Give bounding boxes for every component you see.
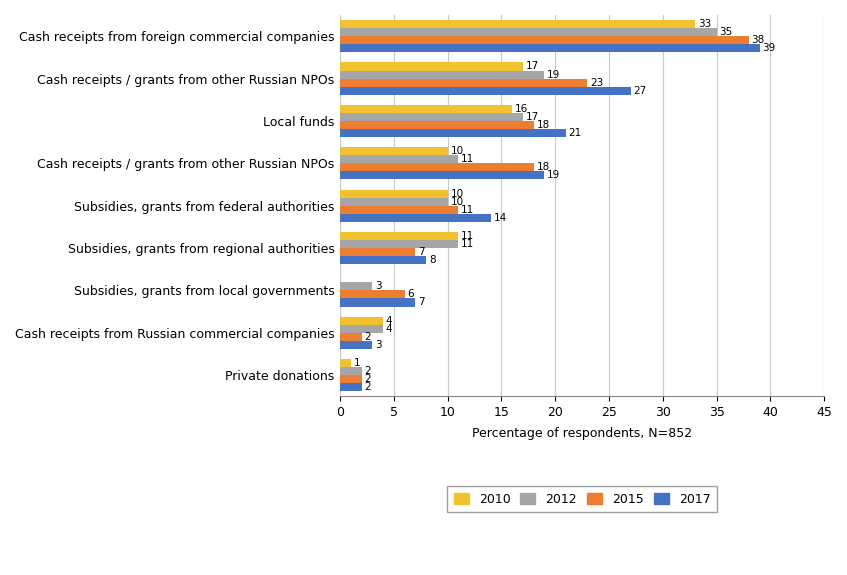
Bar [340,87,630,95]
Text: 35: 35 [719,27,733,37]
Text: 11: 11 [461,239,474,249]
Bar [340,71,545,79]
Text: 2: 2 [364,374,371,384]
Bar [340,105,512,113]
Text: 27: 27 [634,86,646,95]
Text: 10: 10 [451,146,463,156]
Text: 2: 2 [364,332,371,342]
Bar [340,359,351,367]
Text: 19: 19 [547,170,561,181]
Text: 19: 19 [547,70,561,79]
Bar [340,79,588,87]
Bar [340,341,373,349]
Bar [340,190,448,198]
Text: 14: 14 [494,213,507,223]
Bar [340,232,458,240]
Bar [340,171,545,179]
Bar [340,20,695,28]
Bar [340,248,415,256]
Text: 10: 10 [451,189,463,198]
Bar [340,121,534,129]
Text: 11: 11 [461,205,474,214]
Text: 10: 10 [451,197,463,206]
Text: 11: 11 [461,231,474,241]
Bar [340,44,760,52]
Bar [340,383,362,391]
Bar [340,256,426,264]
Text: 18: 18 [536,120,550,130]
Text: 11: 11 [461,154,474,164]
Text: 38: 38 [751,35,765,45]
Text: 7: 7 [418,297,424,308]
Text: 18: 18 [536,162,550,172]
Bar [340,298,415,306]
Text: 6: 6 [407,289,414,300]
Bar [340,240,458,248]
Text: 8: 8 [429,255,435,265]
Text: 17: 17 [526,112,539,122]
Bar [340,147,448,155]
Bar [340,63,523,71]
Bar [340,367,362,375]
Bar [340,163,534,171]
Text: 3: 3 [375,340,382,350]
Text: 4: 4 [386,324,392,334]
Text: 17: 17 [526,62,539,71]
Text: 23: 23 [590,78,603,87]
Bar [340,282,373,290]
Bar [340,36,749,44]
Text: 3: 3 [375,281,382,292]
Text: 16: 16 [515,104,529,114]
Bar [340,113,523,121]
Text: 1: 1 [353,358,360,368]
Bar [340,206,458,214]
Bar [340,129,566,137]
Bar [340,333,362,341]
Bar [340,375,362,383]
Legend: 2010, 2012, 2015, 2017: 2010, 2012, 2015, 2017 [447,486,717,512]
Text: 33: 33 [698,19,711,29]
Text: 7: 7 [418,247,424,257]
Bar [340,325,383,333]
Text: 2: 2 [364,366,371,376]
Bar [340,155,458,163]
Bar [340,317,383,325]
Bar [340,198,448,206]
Text: 21: 21 [568,128,582,138]
Text: 4: 4 [386,316,392,325]
Text: 2: 2 [364,382,371,392]
Bar [340,28,717,36]
Text: 39: 39 [762,43,776,53]
Bar [340,290,405,298]
X-axis label: Percentage of respondents, N=852: Percentage of respondents, N=852 [472,427,692,440]
Bar [340,214,490,222]
